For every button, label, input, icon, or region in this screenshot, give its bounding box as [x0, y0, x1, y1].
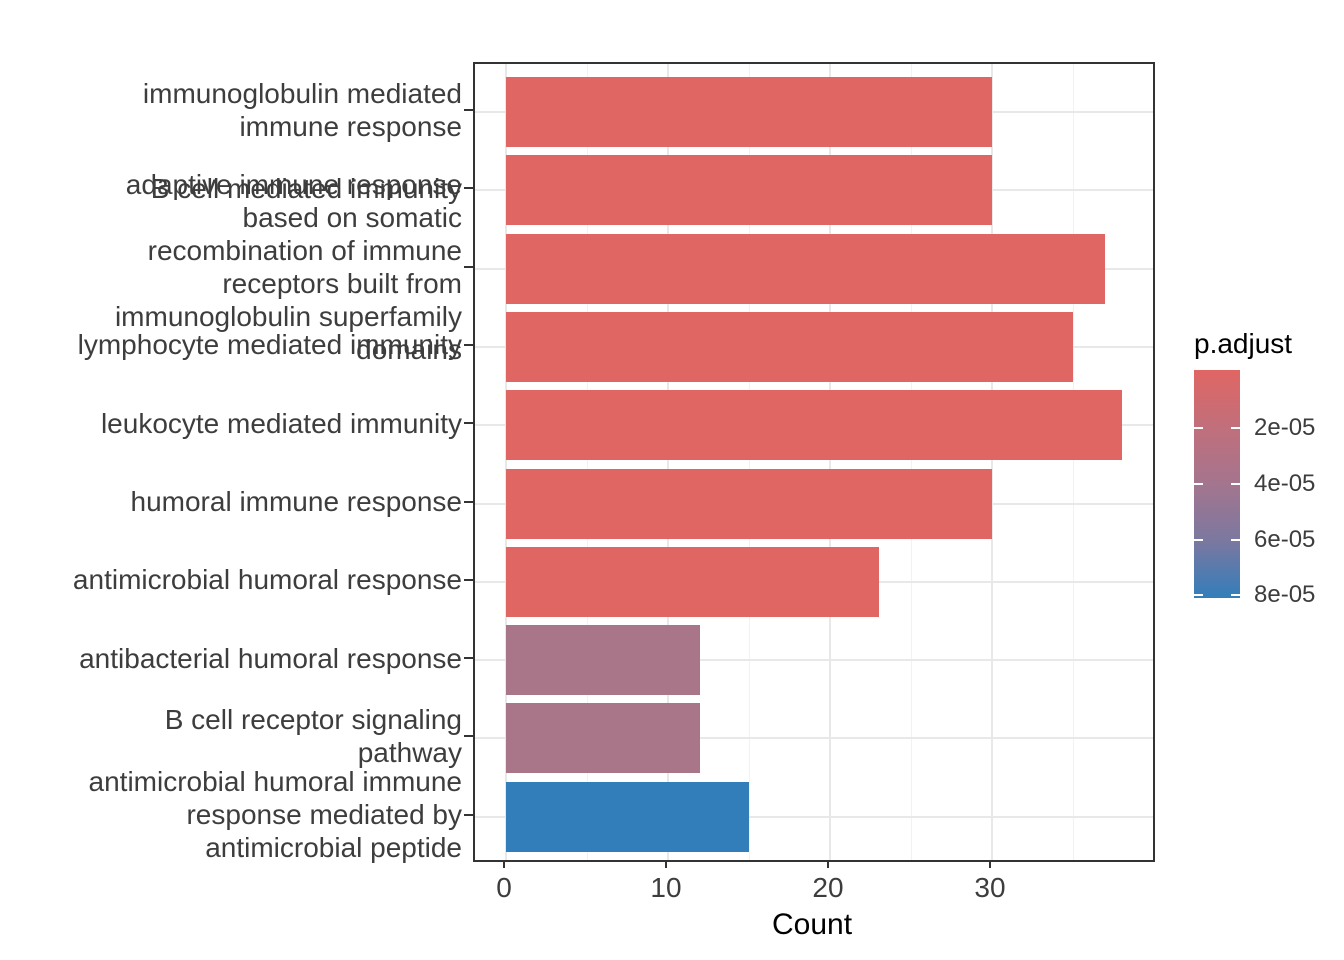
legend-tick-label: 2e-05: [1254, 414, 1316, 441]
y-axis-tick: [464, 266, 473, 268]
bar-9: [506, 703, 700, 773]
legend-tick: [1194, 594, 1203, 596]
bar-10: [506, 782, 749, 852]
gridline-major-v: [505, 64, 507, 860]
legend-tick-label: 8e-05: [1254, 581, 1316, 608]
gridline-major-h: [475, 737, 1153, 739]
x-axis-tick: [827, 860, 829, 868]
y-axis-label: B cell receptor signaling pathway: [164, 704, 462, 768]
legend-tick: [1231, 483, 1240, 485]
legend-tick: [1231, 594, 1240, 596]
legend-gradient-bar: [1194, 370, 1240, 598]
bar-3: [506, 234, 1105, 304]
gridline-major-v: [991, 64, 993, 860]
y-axis-label: lymphocyte mediated immunity: [77, 329, 462, 360]
x-tick-label: 20: [812, 872, 844, 903]
gridline-major-h: [475, 816, 1153, 818]
x-axis-title: Count: [771, 908, 853, 941]
gridline-major-h: [475, 659, 1153, 661]
gridline-major-v: [667, 64, 669, 860]
y-axis-label: leukocyte mediated immunity: [100, 408, 462, 439]
bar-5: [506, 390, 1122, 460]
y-axis-tick: [464, 579, 473, 581]
legend-tick: [1231, 539, 1240, 541]
gridline-major-v: [829, 64, 831, 860]
legend-tick: [1194, 483, 1203, 485]
y-axis-tick: [464, 814, 473, 816]
x-axis-tick: [503, 860, 505, 868]
y-axis-label: antimicrobial humoral response: [72, 564, 462, 595]
y-axis-tick: [464, 501, 473, 503]
legend-tick: [1231, 427, 1240, 429]
legend-tick-label: 6e-05: [1254, 526, 1316, 553]
y-axis-tick: [464, 187, 473, 189]
bar-4: [506, 312, 1073, 382]
y-axis-label: immunoglobulin mediated immune response: [142, 78, 462, 142]
y-axis-label: humoral immune response: [130, 486, 463, 517]
gridline-minor-v: [911, 64, 912, 860]
bar-2: [506, 155, 992, 225]
legend-tick-label: 4e-05: [1254, 470, 1316, 497]
y-axis-tick: [464, 735, 473, 737]
x-tick-label: 10: [650, 872, 682, 903]
y-axis-label: B cell mediated immunity: [150, 173, 462, 204]
legend-title: p.adjust: [1194, 328, 1293, 359]
gridline-minor-v: [587, 64, 588, 860]
y-axis-tick: [464, 422, 473, 424]
x-tick-label: 0: [496, 872, 512, 903]
bar-7: [506, 547, 879, 617]
x-tick-label: 30: [974, 872, 1006, 903]
bar-6: [506, 469, 992, 539]
y-axis-tick: [464, 657, 473, 659]
y-axis-label: adaptive immune response based on somati…: [114, 169, 462, 365]
bar-8: [506, 625, 700, 695]
legend-tick: [1194, 427, 1203, 429]
y-axis-tick: [464, 344, 473, 346]
x-axis-tick: [989, 860, 991, 868]
plot-panel: [473, 62, 1155, 862]
y-axis-label: antimicrobial humoral immune response me…: [88, 766, 462, 863]
gridline-minor-v: [1073, 64, 1074, 860]
legend-tick: [1194, 539, 1203, 541]
x-axis-tick: [665, 860, 667, 868]
gridline-minor-v: [749, 64, 750, 860]
y-axis-label: antibacterial humoral response: [79, 643, 462, 674]
bar-1: [506, 77, 992, 147]
y-axis-tick: [464, 109, 473, 111]
